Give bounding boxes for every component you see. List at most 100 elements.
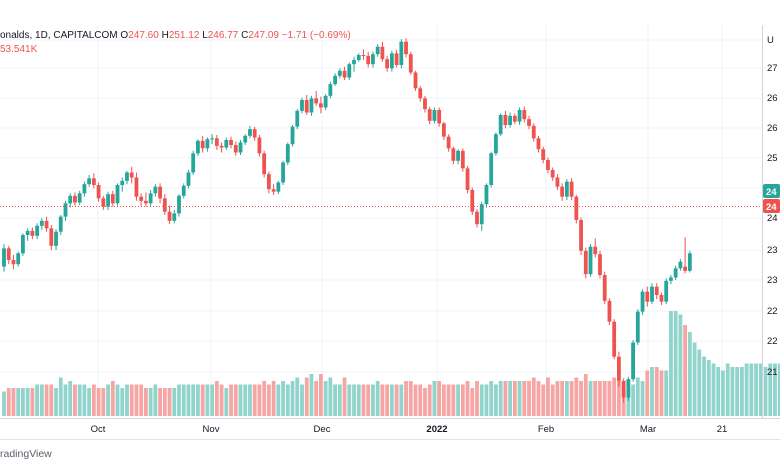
volume-bar — [224, 388, 229, 416]
volume-bar — [266, 384, 271, 416]
candle — [49, 225, 54, 250]
candle — [125, 170, 129, 185]
candle — [262, 150, 267, 178]
time-scale-label: Nov — [203, 424, 220, 435]
volume-bar — [238, 384, 243, 416]
chart-grid — [0, 25, 762, 418]
volume-bar — [153, 384, 158, 416]
price-tag-upper-label: 24 — [766, 187, 777, 198]
candle — [219, 142, 224, 153]
volume-bar — [394, 384, 399, 416]
candle — [678, 259, 683, 271]
candle — [664, 278, 669, 305]
volume-bar — [16, 388, 21, 416]
volume-bar — [560, 381, 565, 416]
volume-bar — [546, 377, 550, 416]
volume-bar — [200, 384, 205, 416]
volume-bar — [319, 374, 323, 416]
volume-bar — [39, 384, 44, 416]
volume-bar — [522, 381, 527, 416]
volume-bar — [285, 384, 290, 416]
legend-open-value: 247.60 — [128, 30, 159, 41]
candle — [546, 157, 550, 174]
candle — [6, 245, 11, 265]
candle — [68, 193, 73, 208]
legend-change: −1.71 (−0.69%) — [281, 30, 351, 41]
candle — [158, 183, 162, 204]
candle — [564, 179, 569, 200]
volume-bar — [186, 384, 191, 416]
price-scale-label: 23 — [767, 275, 778, 286]
volume-bar — [602, 381, 607, 416]
volume-bar — [139, 384, 144, 416]
volume-bar — [687, 332, 692, 416]
candle — [96, 182, 101, 202]
candle — [475, 209, 479, 228]
volume-bar — [427, 384, 432, 416]
volume-bar — [248, 384, 252, 416]
candle — [437, 107, 442, 127]
volume-bar — [342, 377, 347, 416]
volume-bar — [25, 388, 30, 416]
candle — [659, 292, 664, 305]
volume-bar — [276, 384, 281, 416]
volume-bar — [569, 381, 574, 416]
candle — [522, 106, 527, 123]
candle — [645, 286, 650, 307]
candle — [621, 378, 626, 403]
volume-bar — [659, 370, 664, 416]
volume-bar — [503, 381, 508, 416]
volume-bar — [167, 388, 172, 416]
ohlc-legend: onalds, 1D, CAPITALCOM O247.60 H251.12 L… — [0, 30, 351, 55]
volume-bar — [295, 377, 300, 416]
candle — [101, 195, 106, 210]
legend-high-label: H — [161, 30, 169, 41]
candle — [16, 251, 21, 267]
time-scale-label: 21 — [717, 424, 728, 435]
volume-bar — [35, 384, 40, 416]
volume-bar — [2, 391, 6, 416]
price-scale-label: 26 — [767, 93, 778, 104]
volume-bar — [404, 381, 408, 416]
volume-bar — [262, 381, 267, 416]
tradingview-watermark[interactable]: radingView — [0, 448, 52, 460]
time-scale[interactable]: Oct Nov Dec 2022 Feb Mar 21 — [91, 424, 728, 435]
candle — [304, 95, 309, 115]
volume-bar — [328, 377, 333, 416]
volume-bar — [148, 388, 153, 416]
volume-bar — [541, 384, 546, 416]
candle — [87, 175, 92, 187]
price-scale-label: 27 — [767, 63, 778, 74]
volume-bar — [517, 381, 522, 416]
volume-bar — [451, 384, 456, 416]
volume-bar — [347, 384, 352, 416]
volume-bar — [63, 384, 68, 416]
candle — [650, 283, 654, 305]
price-scale-label: 24 — [767, 213, 778, 224]
candle — [371, 51, 375, 68]
candle — [574, 195, 579, 224]
volume-bar — [479, 384, 484, 416]
candle — [210, 134, 215, 145]
volume-bar — [555, 381, 560, 416]
volume-bar — [550, 384, 555, 416]
time-scale-label: Oct — [91, 424, 106, 435]
price-scale-label: 23 — [767, 245, 778, 256]
volume-bar — [177, 384, 181, 416]
volume-bar — [711, 363, 716, 416]
volume-bar — [678, 314, 683, 416]
candle — [82, 181, 87, 197]
volume-bar — [73, 384, 77, 416]
candle — [380, 41, 385, 62]
candle — [555, 174, 560, 190]
candle — [489, 151, 494, 188]
candle — [115, 183, 120, 206]
volume-bar — [441, 384, 446, 416]
volume-bar — [773, 363, 777, 416]
volume-bar — [44, 384, 49, 416]
candle — [300, 97, 304, 114]
candle — [233, 141, 238, 156]
candle — [498, 113, 503, 136]
candle — [352, 56, 356, 72]
